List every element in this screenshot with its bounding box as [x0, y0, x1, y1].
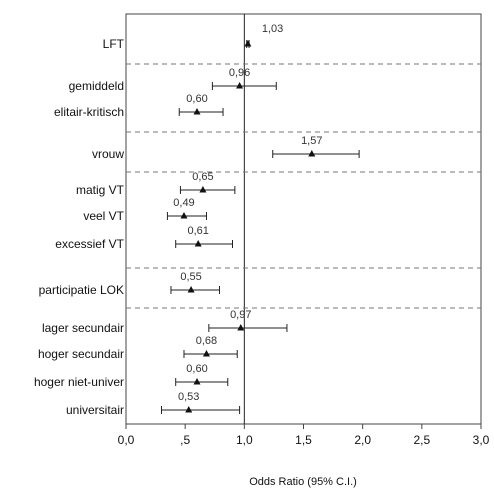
plot-frame	[125, 13, 482, 425]
row-label: matig VT	[76, 183, 125, 197]
value-label: 0,96	[229, 67, 250, 79]
row-label: gemiddeld	[69, 79, 124, 93]
value-label: 1,03	[262, 23, 283, 35]
x-tick-label: 2,0	[354, 433, 371, 447]
x-tick-label: 1,5	[295, 433, 312, 447]
forest-row: hoger secundair 0,68	[38, 335, 238, 361]
forest-row: hoger niet-univer 0,60	[34, 363, 229, 389]
odds-ratio-point	[308, 150, 316, 157]
forest-row: excessief VT 0,61	[55, 225, 233, 251]
forest-row: LFT 1,03	[103, 23, 284, 51]
row-label: LFT	[103, 37, 125, 51]
forest-row: veel VT 0,49	[83, 197, 207, 223]
row-label: hoger niet-univer	[34, 375, 124, 389]
value-label: 0,65	[192, 171, 213, 183]
forest-row: vrouw 1,57	[92, 135, 360, 161]
forest-row: participatie LOK 0,55	[39, 271, 220, 297]
x-axis: 0,0 ,5 1,0 1,5 2,0 2,5 3,0	[118, 424, 490, 447]
row-label: hoger secundair	[38, 347, 124, 361]
value-label: 0,55	[180, 271, 201, 283]
row-label: universitair	[66, 403, 124, 417]
x-tick-label: 3,0	[473, 433, 490, 447]
forest-row: lager secundair 0,97	[42, 309, 288, 335]
forest-row: universitair 0,53	[66, 391, 241, 417]
value-label: 1,57	[301, 135, 322, 147]
value-label: 0,68	[196, 335, 217, 347]
value-label: 0,53	[178, 391, 199, 403]
x-tick-label: ,5	[180, 433, 190, 447]
value-label: 0,49	[173, 197, 194, 209]
row-label: excessief VT	[55, 237, 124, 251]
x-axis-title: Odds Ratio (95% C.I.)	[249, 476, 357, 488]
value-label: 0,61	[187, 225, 208, 237]
row-label: elitair-kritisch	[54, 105, 124, 119]
odds-ratio-point	[193, 108, 201, 115]
forest-row: matig VT 0,65	[76, 171, 236, 197]
odds-ratio-point	[194, 240, 202, 247]
rows: LFT 1,03 gemiddeld 0,96 elitair-kritisch 0,60…	[34, 23, 360, 417]
odds-ratio-point	[185, 406, 193, 413]
row-label: participatie LOK	[39, 283, 124, 297]
forest-row: gemiddeld 0,96	[69, 67, 277, 93]
x-tick-label: 0,0	[118, 433, 135, 447]
group-separators	[126, 63, 481, 309]
odds-ratio-point	[244, 40, 252, 47]
odds-ratio-point	[202, 350, 210, 357]
row-label: lager secundair	[42, 321, 124, 335]
odds-ratio-point	[236, 82, 244, 89]
value-label: 0,97	[230, 309, 251, 321]
value-label: 0,60	[186, 93, 207, 105]
odds-ratio-point	[199, 186, 207, 193]
odds-ratio-point	[187, 286, 195, 293]
forest-row: elitair-kritisch 0,60	[54, 93, 224, 119]
odds-ratio-point	[193, 378, 201, 385]
value-label: 0,60	[186, 363, 207, 375]
odds-ratio-point	[180, 212, 188, 219]
odds-ratio-point	[237, 324, 245, 331]
x-tick-label: 2,5	[413, 433, 430, 447]
row-label: veel VT	[83, 209, 124, 223]
row-label: vrouw	[92, 147, 124, 161]
x-tick-label: 1,0	[236, 433, 253, 447]
